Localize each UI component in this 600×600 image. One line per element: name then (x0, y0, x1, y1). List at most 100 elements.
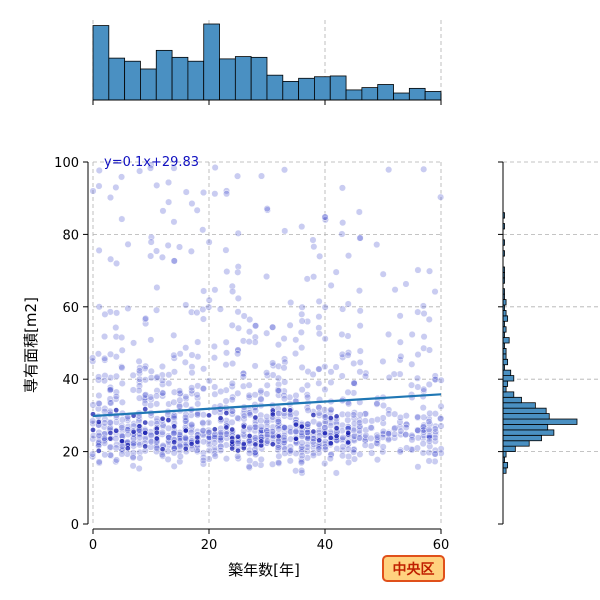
scatter-point (211, 286, 219, 294)
scatter-point (200, 365, 208, 373)
scatter-point (287, 407, 294, 414)
top-hist-bar (187, 60, 205, 101)
scatter-point (89, 450, 97, 458)
scatter-point (396, 312, 404, 320)
scatter-point (100, 434, 108, 442)
right-hist-bar (502, 358, 509, 366)
scatter-point (437, 193, 445, 201)
scatter-point (327, 281, 335, 290)
scatter-point (222, 455, 231, 463)
scatter-point (101, 354, 109, 363)
scatter-point (298, 363, 306, 371)
scatter-point (373, 456, 381, 464)
scatter-point (356, 347, 364, 355)
scatter-point (339, 434, 347, 442)
scatter-point (194, 338, 202, 346)
scatter-point (251, 434, 259, 442)
scatter-point (176, 350, 184, 358)
scatter-point (408, 446, 416, 454)
scatter-point (414, 266, 422, 274)
scatter-point (321, 411, 329, 419)
scatter-point (170, 331, 178, 339)
scatter-point (356, 307, 364, 315)
scatter-point (188, 389, 196, 397)
scatter-point (194, 400, 202, 408)
scatter-point (246, 424, 254, 432)
top-hist-bar (408, 87, 426, 101)
scatter-point (106, 385, 115, 394)
scatter-point (171, 439, 178, 445)
y-tick-label: 20 (62, 446, 79, 461)
scatter-point (310, 412, 317, 418)
scatter-point (182, 413, 190, 421)
scatter-point (206, 412, 212, 419)
top-hist-bar (171, 56, 189, 101)
scatter-point (147, 367, 155, 375)
scatter-point (315, 297, 323, 305)
scatter-point (89, 401, 97, 409)
scatter-point (153, 444, 161, 452)
scatter-point (281, 449, 289, 457)
scatter-point (338, 184, 346, 192)
scatter-point (205, 377, 213, 385)
scatter-point (367, 442, 375, 450)
scatter-point (257, 455, 265, 463)
scatter-point (251, 362, 259, 370)
scatter-point (298, 466, 306, 475)
scatter-point (107, 255, 115, 263)
scatter-point (240, 312, 248, 320)
scatter-point (338, 230, 346, 238)
scatter-point (396, 413, 405, 422)
scatter-point (210, 450, 219, 458)
scatter-point (246, 433, 253, 439)
scatter-point (309, 451, 318, 459)
scatter-point (431, 288, 439, 296)
scatter-point (142, 314, 150, 323)
scatter-point (153, 400, 161, 408)
scatter-point (175, 387, 184, 395)
scatter-point (402, 423, 410, 431)
scatter-point (431, 372, 439, 380)
scatter-point (101, 451, 109, 459)
scatter-point (164, 178, 173, 187)
top-hist-bar (345, 89, 363, 101)
scatter-point (275, 442, 283, 450)
scatter-point (274, 444, 282, 452)
top-hist-bar (298, 77, 315, 101)
scatter-point (379, 430, 387, 438)
scatter-point (356, 419, 364, 427)
scatter-point (118, 346, 126, 354)
scatter-point (112, 324, 120, 332)
scatter-point (235, 433, 241, 440)
scatter-point (396, 370, 404, 378)
scatter-point (339, 452, 347, 460)
scatter-point (211, 447, 219, 455)
scatter-point (222, 386, 230, 394)
top-hist-bar (314, 76, 331, 101)
scatter-point (350, 411, 358, 419)
scatter-point (233, 172, 242, 180)
scatter-point (321, 303, 329, 311)
scatter-point (373, 400, 381, 408)
scatter-point (142, 443, 149, 450)
scatter-point (199, 226, 207, 234)
right-hist-bar (502, 402, 536, 409)
scatter-point (246, 411, 254, 419)
scatter-point (135, 369, 144, 377)
scatter-point (124, 445, 131, 452)
scatter-point (333, 425, 340, 432)
scatter-point (437, 422, 445, 430)
scatter-point (425, 418, 433, 426)
scatter-point (281, 428, 289, 436)
scatter-point (176, 429, 184, 437)
scatter-point (326, 454, 334, 463)
y-tick-label: 80 (62, 228, 79, 243)
scatter-point (355, 287, 363, 295)
scatter-point (350, 379, 358, 387)
scatter-point (298, 439, 306, 447)
scatter-point (175, 430, 184, 439)
scatter-point (316, 437, 323, 444)
ward-badge-label: 中央区 (393, 561, 435, 578)
scatter-point (251, 322, 260, 330)
scatter-point (100, 377, 109, 385)
